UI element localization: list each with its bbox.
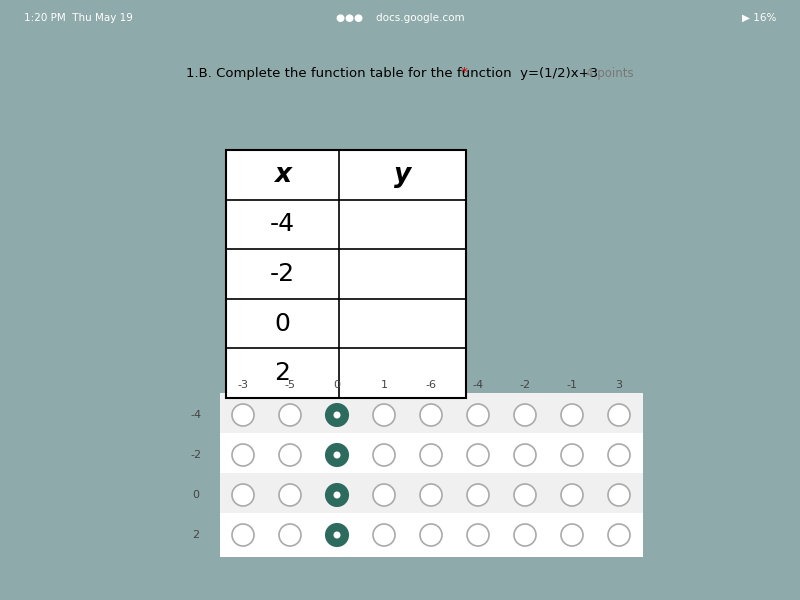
Text: -5: -5 bbox=[285, 380, 295, 390]
Bar bbox=[219, 393, 642, 437]
Circle shape bbox=[334, 532, 341, 539]
Circle shape bbox=[514, 444, 536, 466]
Bar bbox=[219, 433, 642, 477]
Circle shape bbox=[608, 404, 630, 426]
Circle shape bbox=[608, 524, 630, 546]
Circle shape bbox=[334, 412, 341, 419]
Text: -2: -2 bbox=[519, 380, 530, 390]
Text: 3: 3 bbox=[615, 380, 622, 390]
Text: 4 points: 4 points bbox=[586, 67, 634, 79]
Text: x: x bbox=[274, 162, 291, 188]
Circle shape bbox=[467, 484, 489, 506]
Circle shape bbox=[514, 404, 536, 426]
Text: y: y bbox=[394, 162, 411, 188]
Circle shape bbox=[279, 524, 301, 546]
Circle shape bbox=[326, 404, 348, 426]
Circle shape bbox=[326, 444, 348, 466]
Text: -2: -2 bbox=[270, 262, 295, 286]
Circle shape bbox=[232, 484, 254, 506]
Circle shape bbox=[420, 444, 442, 466]
Bar bbox=[226, 150, 466, 398]
Circle shape bbox=[279, 444, 301, 466]
Circle shape bbox=[232, 444, 254, 466]
Text: *: * bbox=[457, 67, 468, 79]
Text: -4: -4 bbox=[473, 380, 483, 390]
Circle shape bbox=[514, 484, 536, 506]
Circle shape bbox=[420, 484, 442, 506]
Circle shape bbox=[608, 484, 630, 506]
Circle shape bbox=[326, 484, 348, 506]
Text: 0: 0 bbox=[193, 490, 199, 500]
Text: -6: -6 bbox=[426, 380, 437, 390]
Circle shape bbox=[373, 444, 395, 466]
Circle shape bbox=[420, 404, 442, 426]
Text: ▶ 16%: ▶ 16% bbox=[742, 13, 776, 23]
Circle shape bbox=[373, 404, 395, 426]
Circle shape bbox=[232, 404, 254, 426]
Text: -4: -4 bbox=[270, 212, 295, 236]
Text: 2: 2 bbox=[193, 530, 199, 540]
Circle shape bbox=[467, 444, 489, 466]
Text: -1: -1 bbox=[566, 380, 578, 390]
Text: 0: 0 bbox=[334, 380, 341, 390]
Circle shape bbox=[561, 524, 583, 546]
Text: -3: -3 bbox=[238, 380, 249, 390]
Circle shape bbox=[373, 484, 395, 506]
Circle shape bbox=[561, 484, 583, 506]
Circle shape bbox=[420, 524, 442, 546]
Circle shape bbox=[232, 524, 254, 546]
Circle shape bbox=[326, 524, 348, 546]
Text: 2: 2 bbox=[274, 361, 290, 385]
Circle shape bbox=[514, 524, 536, 546]
Text: 0: 0 bbox=[274, 311, 290, 335]
Text: ●●●    docs.google.com: ●●● docs.google.com bbox=[336, 13, 464, 23]
Circle shape bbox=[467, 404, 489, 426]
Circle shape bbox=[334, 451, 341, 458]
Circle shape bbox=[279, 404, 301, 426]
Circle shape bbox=[561, 444, 583, 466]
Text: -4: -4 bbox=[190, 410, 202, 420]
Circle shape bbox=[334, 491, 341, 499]
Circle shape bbox=[561, 404, 583, 426]
Circle shape bbox=[373, 524, 395, 546]
Circle shape bbox=[467, 524, 489, 546]
Circle shape bbox=[279, 484, 301, 506]
Text: 1: 1 bbox=[381, 380, 387, 390]
Text: 1.B. Complete the function table for the function  y=(1/2)x+3: 1.B. Complete the function table for the… bbox=[186, 67, 598, 79]
Circle shape bbox=[608, 444, 630, 466]
Text: 1:20 PM  Thu May 19: 1:20 PM Thu May 19 bbox=[24, 13, 133, 23]
Bar bbox=[219, 473, 642, 517]
Text: -2: -2 bbox=[190, 450, 202, 460]
Bar bbox=[219, 513, 642, 557]
